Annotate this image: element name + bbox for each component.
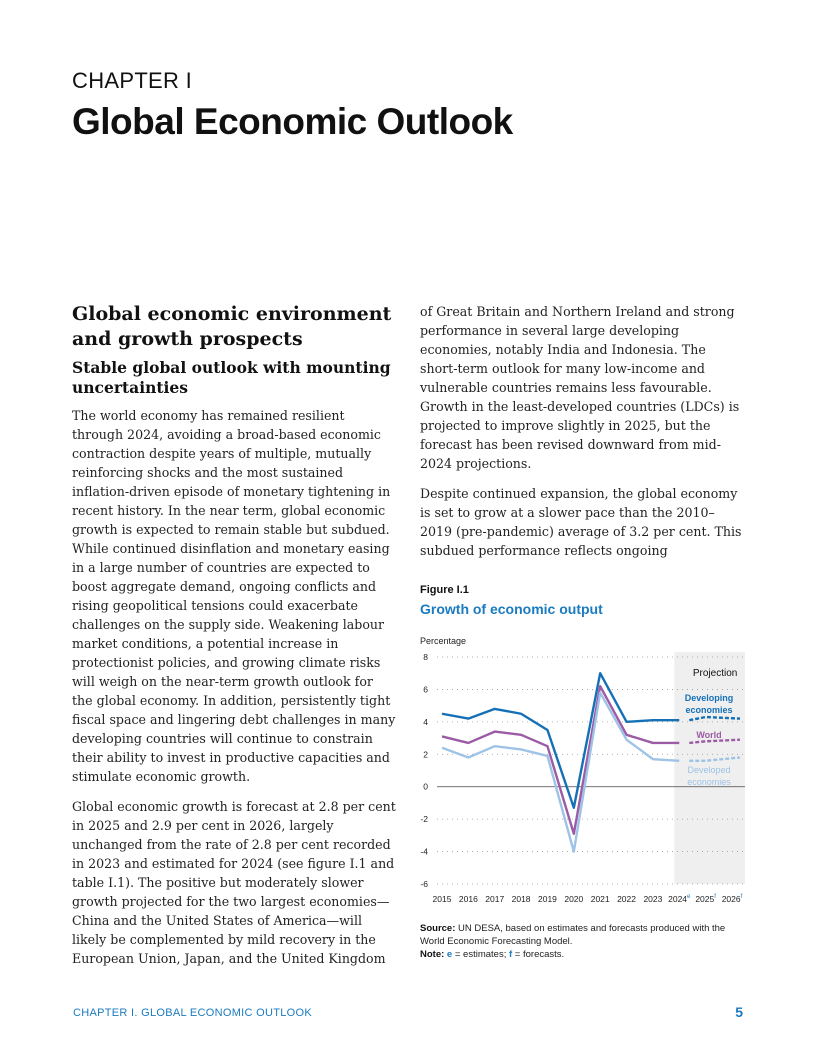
y-tick-label: 2 — [423, 749, 428, 759]
series-label: Developing — [685, 693, 734, 703]
x-tick-label: 2021 — [591, 894, 610, 904]
series-projection-line — [689, 715, 741, 722]
note-text: = estimates; — [452, 949, 509, 960]
y-tick-label: 6 — [423, 684, 428, 694]
x-tick-label: 2026f — [722, 894, 743, 904]
y-tick-label: 0 — [423, 782, 428, 792]
subsection-heading: Stable global outlook with mounting unce… — [72, 358, 391, 397]
figure-label: Figure I.1 — [420, 584, 469, 596]
x-tick-label: 2022 — [617, 894, 636, 904]
y-tick-label: -6 — [420, 879, 428, 889]
series-line — [441, 691, 680, 853]
x-tick-label: 2025f — [695, 894, 716, 904]
y-tick-label: 4 — [423, 717, 428, 727]
paragraph: The world economy has remained resilient… — [72, 408, 396, 784]
series-projection-line — [689, 756, 741, 762]
series-line — [441, 672, 680, 809]
page-number: 5 — [735, 1004, 743, 1020]
paragraph: of Great Britain and Northern Ireland an… — [420, 304, 740, 471]
x-tick-label: 2016 — [459, 894, 478, 904]
note-text: = forecasts. — [512, 949, 565, 960]
x-tick-label: 2024e — [668, 894, 691, 904]
figure-title: Growth of economic output — [420, 601, 603, 617]
figure-source: Source: UN DESA, based on estimates and … — [420, 922, 750, 961]
chapter-title: Global Economic Outlook — [72, 101, 513, 142]
series-label: World — [696, 730, 721, 740]
series-projection-line — [689, 738, 741, 745]
source-label: Source: — [420, 923, 456, 934]
y-tick-label: -2 — [420, 814, 428, 824]
note-f: f — [508, 949, 513, 960]
x-tick-label: 2019 — [538, 894, 557, 904]
paragraph: Despite continued expansion, the global … — [420, 486, 742, 558]
y-tick-label: 8 — [423, 652, 428, 662]
paragraph: Global economic growth is forecast at 2.… — [72, 799, 396, 966]
x-tick-label: 2017 — [485, 894, 504, 904]
y-tick-label: -4 — [420, 847, 428, 857]
series-label: economies — [685, 705, 732, 715]
note-e: e — [446, 949, 453, 960]
series-label: economies — [687, 777, 731, 787]
note-label: Note: — [420, 949, 445, 960]
left-column: Global economic environment and growth p… — [72, 302, 396, 979]
x-tick-label: 2015 — [433, 894, 452, 904]
chapter-label: CHAPTER I — [72, 68, 193, 93]
y-axis-label: Percentage — [420, 636, 466, 646]
right-column: of Great Britain and Northern Ireland an… — [420, 302, 744, 571]
series-label: Developed — [687, 765, 730, 775]
x-tick-label: 2020 — [564, 894, 583, 904]
projection-shade — [674, 652, 745, 884]
growth-line-chart: Projection Percentage 8 6 4 2 0 -2 -4 -6 2015 2016 2… — [420, 636, 745, 904]
series-line — [441, 684, 680, 835]
running-footer: CHAPTER I. GLOBAL ECONOMIC OUTLOOK — [73, 1007, 312, 1019]
x-tick-label: 2023 — [643, 894, 662, 904]
x-tick-label: 2018 — [512, 894, 531, 904]
projection-label: Projection — [693, 668, 737, 679]
section-heading: Global economic environment and growth p… — [72, 303, 392, 350]
source-text: UN DESA, based on estimates and forecast… — [420, 923, 726, 947]
